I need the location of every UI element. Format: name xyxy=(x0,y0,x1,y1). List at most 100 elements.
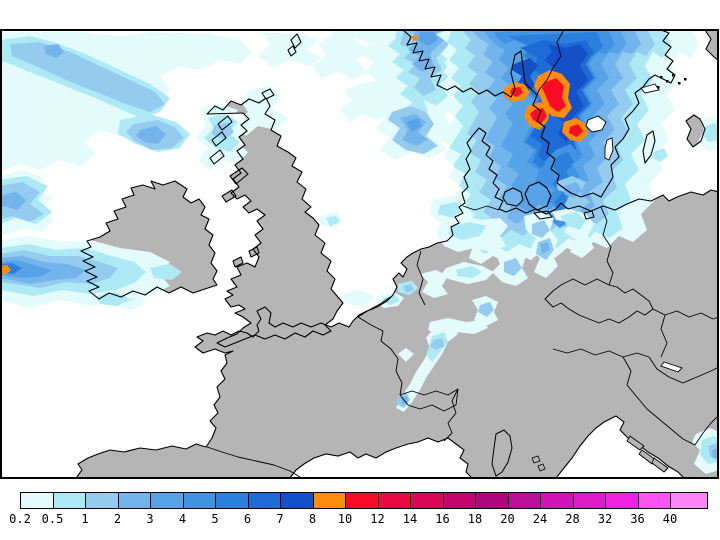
stockholm-archipelago-dots xyxy=(657,74,687,89)
border-czech xyxy=(544,278,654,324)
coastline xyxy=(209,33,302,268)
precip-atlantic-streak xyxy=(10,42,165,112)
legend-segment xyxy=(280,492,313,509)
legend-label: 10 xyxy=(337,512,353,526)
island-elba xyxy=(531,455,541,464)
precip-alps-core xyxy=(430,338,444,350)
lake-balaton xyxy=(660,361,683,373)
map-content xyxy=(1,30,718,478)
legend-segment xyxy=(20,492,53,509)
legend-segment xyxy=(475,492,508,509)
precip-norway-core xyxy=(418,32,438,46)
precip-germany-patch-core xyxy=(448,222,486,240)
island-skye xyxy=(230,168,248,184)
border-dk-de xyxy=(462,205,500,211)
land-great-britain xyxy=(207,98,343,347)
legend-segment xyxy=(182,492,215,509)
precip-nl-patch xyxy=(420,270,448,298)
country-border-layer xyxy=(206,30,718,478)
legend-label: 32 xyxy=(597,512,613,526)
border-at-hu xyxy=(660,314,668,358)
island-man xyxy=(249,247,259,257)
legend-segment xyxy=(312,492,345,509)
map-frame xyxy=(0,29,719,479)
legend-segment xyxy=(52,492,85,509)
legend-label: 1 xyxy=(81,512,89,526)
precip-baltic-east-core xyxy=(702,123,718,142)
precip-saar-core xyxy=(403,284,414,293)
border-fr-de xyxy=(357,316,403,396)
coastline xyxy=(502,114,706,220)
legend-label: 12 xyxy=(370,512,385,526)
precip-red-core-2 xyxy=(542,78,566,112)
map-shape xyxy=(660,76,663,79)
precip-northsea-pale xyxy=(258,32,322,68)
border-hungary-east xyxy=(648,356,718,384)
legend-segment xyxy=(442,492,475,509)
island-islay xyxy=(222,190,236,202)
legend-segment xyxy=(345,492,378,509)
coastline xyxy=(75,127,718,478)
coastline xyxy=(206,97,344,348)
coastline-layer xyxy=(75,30,718,478)
precipitation-legend: 0.2 0.5 1 2 3 4 5 6 7 8 10 12 14 16 18 20 24 28 32 36 40 xyxy=(0,0,720,526)
legend-segment xyxy=(377,492,410,509)
island-croatia-1 xyxy=(626,435,645,451)
precip-germany-band-core xyxy=(456,266,482,278)
precip-oder-coast-core xyxy=(564,182,582,198)
legend-label: 6 xyxy=(243,512,252,526)
legend-label: 0.5 xyxy=(41,512,64,526)
legend-segment xyxy=(410,492,443,509)
precip-biscay-orange-spot xyxy=(1,265,11,274)
precip-channel-speck xyxy=(326,216,340,226)
sea-cutout-layer xyxy=(289,83,685,478)
precip-biscay-tongue xyxy=(150,264,182,280)
precip-atlantic-core xyxy=(44,44,64,58)
precip-atlantic-core xyxy=(136,126,166,144)
legend-label: 28 xyxy=(565,512,580,526)
precip-jura-diamond xyxy=(398,348,414,362)
island-montecristo xyxy=(537,463,546,472)
border-switzerland-north xyxy=(399,388,459,396)
precip-northsea-pale xyxy=(312,36,370,80)
lake-vattern xyxy=(604,137,614,161)
legend-segment xyxy=(247,492,280,509)
precip-germany-strip-core xyxy=(540,242,550,254)
map-shape xyxy=(678,82,681,85)
border-no-se xyxy=(536,30,565,96)
border-pyrenees xyxy=(206,446,301,478)
legend-label: 3 xyxy=(146,512,154,526)
border-switzerland-south xyxy=(399,388,459,412)
precip-red-core-1 xyxy=(510,87,523,97)
island-croatia-3 xyxy=(651,457,669,473)
precip-norway-orange-speck xyxy=(412,35,418,41)
lake-malaren xyxy=(640,83,660,94)
border-nl-de xyxy=(416,250,426,306)
border-fr-it xyxy=(443,388,459,442)
lake-vanern xyxy=(585,115,607,133)
legend-segment xyxy=(215,492,248,509)
legend-segment xyxy=(670,492,708,509)
map-shape xyxy=(666,80,669,83)
island-anglesey xyxy=(233,257,243,267)
island-croatia-2 xyxy=(638,449,657,465)
precip-oder-patch-core xyxy=(560,212,586,230)
border-bosnia-serbia xyxy=(694,415,718,446)
legend-label: 18 xyxy=(467,512,483,526)
precip-germany-patch-core xyxy=(438,202,462,218)
legend-label: 20 xyxy=(500,512,515,526)
border-belgium xyxy=(357,295,393,318)
legend-segment xyxy=(150,492,183,509)
precip-oland-west-dot xyxy=(652,148,668,162)
legend-label: 8 xyxy=(308,512,317,526)
legend-segment xyxy=(605,492,638,509)
precip-red-core-4 xyxy=(569,124,583,137)
legend-label: 0.2 xyxy=(9,512,31,526)
legend-label: 36 xyxy=(630,512,645,526)
coastline xyxy=(402,30,676,198)
coastline xyxy=(80,180,218,300)
map-shape xyxy=(684,78,687,81)
legend-segment xyxy=(85,492,118,509)
